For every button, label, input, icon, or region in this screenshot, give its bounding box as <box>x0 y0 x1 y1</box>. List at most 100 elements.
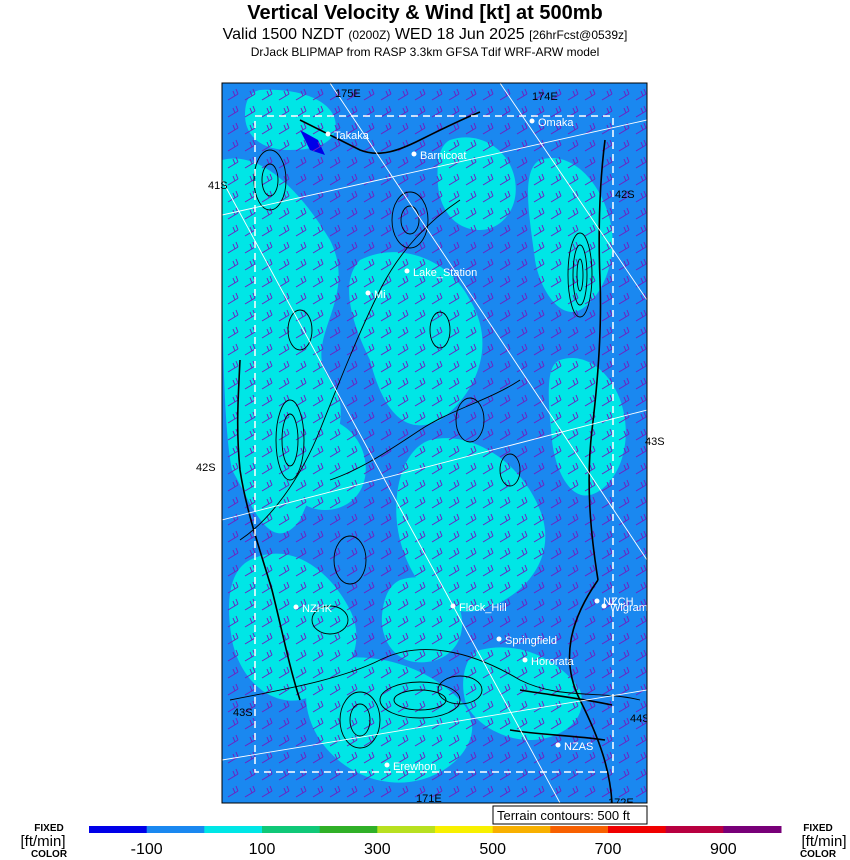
wind-barb <box>448 445 460 458</box>
wind-barb <box>482 564 494 577</box>
wind-barb <box>533 241 545 254</box>
wind-barb <box>227 479 239 492</box>
wind-barb <box>533 717 545 730</box>
wind-barb <box>312 751 324 764</box>
wind-barb <box>516 88 528 101</box>
wind-barb <box>601 275 613 288</box>
wind-barb <box>312 530 324 543</box>
wind-barb <box>244 207 256 220</box>
wind-barb <box>584 666 596 679</box>
wind-barb <box>278 513 290 526</box>
wind-barb <box>567 564 579 577</box>
wind-barb <box>278 581 290 594</box>
wind-barb <box>261 445 273 458</box>
wind-barb <box>635 768 647 781</box>
wind-barb <box>516 190 528 203</box>
wind-barb <box>312 581 324 594</box>
wind-barb <box>363 581 375 594</box>
wind-barb <box>414 190 426 203</box>
wind-barb <box>499 292 511 305</box>
wind-barb <box>295 326 307 339</box>
wind-barb <box>635 326 647 339</box>
wind-barb <box>516 632 528 645</box>
wind-barb <box>635 190 647 203</box>
wind-barb <box>482 632 494 645</box>
wind-barb <box>448 292 460 305</box>
wind-barb <box>499 394 511 407</box>
wind-barb <box>618 122 630 135</box>
wind-barb <box>618 275 630 288</box>
wind-barb <box>601 751 613 764</box>
wind-barb <box>635 751 647 764</box>
place-label: NZCH <box>603 596 634 608</box>
wind-barb <box>601 224 613 237</box>
wind-barb <box>380 122 392 135</box>
wind-barb <box>533 207 545 220</box>
wind-barb <box>635 598 647 611</box>
wind-barb <box>227 360 239 373</box>
wind-barb <box>261 717 273 730</box>
wind-barb <box>312 479 324 492</box>
wind-barb <box>329 394 341 407</box>
wind-barb <box>635 666 647 679</box>
wind-barb <box>567 717 579 730</box>
wind-barb <box>550 88 562 101</box>
wind-barb <box>448 785 460 798</box>
wind-barb <box>363 751 375 764</box>
wind-barb <box>601 649 613 662</box>
wind-barb <box>295 666 307 679</box>
wind-barb <box>261 598 273 611</box>
wind-barb <box>516 105 528 118</box>
lon-label: 174E <box>532 91 558 103</box>
wind-barb <box>499 598 511 611</box>
wind-barb <box>227 734 239 747</box>
wind-barb <box>261 700 273 713</box>
wind-barb <box>295 292 307 305</box>
wind-barb <box>227 122 239 135</box>
wind-barb <box>465 275 477 288</box>
wind-barb <box>516 666 528 679</box>
wind-barb <box>601 428 613 441</box>
wind-barb <box>499 547 511 560</box>
wind-barb <box>346 717 358 730</box>
wind-barb <box>499 360 511 373</box>
wind-barb <box>397 394 409 407</box>
wind-barb <box>635 122 647 135</box>
wind-barb <box>244 785 256 798</box>
wind-barb <box>618 479 630 492</box>
wind-barb <box>482 190 494 203</box>
wind-barb <box>516 394 528 407</box>
wind-barb <box>584 122 596 135</box>
wind-barb <box>397 666 409 679</box>
color-bar-segment <box>204 826 263 833</box>
wind-barb <box>363 326 375 339</box>
wind-barb <box>499 377 511 390</box>
wind-barb <box>346 632 358 645</box>
wind-barb <box>516 717 528 730</box>
wind-barb <box>516 598 528 611</box>
wind-barb <box>363 190 375 203</box>
wind-barb <box>448 394 460 407</box>
lon-label: 175E <box>335 88 361 100</box>
wind-barb <box>261 428 273 441</box>
wind-barb <box>448 258 460 271</box>
place-label: NZAS <box>564 741 593 753</box>
wind-barb <box>397 768 409 781</box>
wind-barb <box>618 581 630 594</box>
wind-barb <box>499 462 511 475</box>
wind-barb <box>261 462 273 475</box>
wind-barb <box>414 445 426 458</box>
wind-barb <box>414 734 426 747</box>
wind-barb <box>567 292 579 305</box>
wind-barb <box>329 241 341 254</box>
wind-barb <box>414 700 426 713</box>
wind-barb <box>380 292 392 305</box>
wind-barb <box>499 581 511 594</box>
wind-barb <box>278 360 290 373</box>
wind-barb <box>329 173 341 186</box>
wind-barb <box>312 496 324 509</box>
wind-barb <box>431 394 443 407</box>
wind-barb <box>550 632 562 645</box>
wind-barb <box>227 258 239 271</box>
